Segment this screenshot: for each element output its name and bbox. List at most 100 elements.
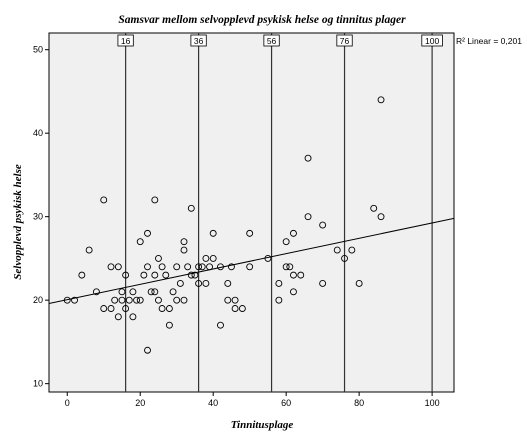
data-point [151, 271, 159, 279]
data-point [122, 271, 130, 279]
data-point [290, 229, 297, 237]
fit-line [48, 217, 455, 304]
data-point [107, 305, 115, 312]
reference-line-label: 16 [121, 36, 131, 46]
data-point [217, 321, 224, 329]
data-point [162, 271, 170, 279]
data-point [63, 296, 71, 304]
data-point [78, 271, 86, 279]
data-point [158, 305, 166, 312]
x-tick-label: 60 [281, 398, 291, 408]
data-point [129, 288, 137, 296]
plot-area [48, 32, 455, 393]
data-point [202, 254, 210, 262]
data-point [100, 305, 108, 312]
data-point [136, 296, 144, 304]
data-point [165, 305, 173, 312]
data-point [209, 229, 217, 237]
data-point [238, 305, 246, 312]
reference-line-box [421, 34, 443, 47]
data-point [224, 280, 232, 287]
data-point [304, 154, 312, 162]
data-point [144, 229, 151, 237]
data-point [173, 296, 181, 304]
data-point [173, 263, 181, 271]
reference-line-box [190, 34, 207, 47]
data-point [114, 313, 122, 321]
data-point [118, 296, 126, 304]
data-point [202, 280, 210, 287]
data-point [165, 321, 173, 329]
data-point [304, 213, 312, 221]
data-point [231, 305, 239, 312]
data-point [286, 263, 294, 271]
data-point [377, 96, 385, 104]
data-point [147, 288, 155, 296]
data-point [297, 271, 305, 279]
y-axis: 10 20 30 40 50 [33, 45, 49, 389]
reference-line-box [263, 34, 280, 47]
reference-line-label: 76 [340, 36, 350, 46]
data-point [114, 263, 122, 271]
data-point [264, 254, 272, 262]
data-point [224, 296, 232, 304]
data-point [176, 280, 184, 287]
data-point [158, 263, 166, 271]
x-tick-label: 100 [425, 398, 440, 408]
data-point [144, 346, 151, 354]
reference-line-label: 100 [425, 36, 439, 46]
data-point [333, 246, 341, 254]
data-point [125, 296, 133, 304]
data-point [275, 296, 283, 304]
data-point [187, 204, 195, 212]
chart-title: Samsvar mellom selvopplevd psykisk helse… [118, 14, 406, 26]
data-point [71, 296, 78, 304]
data-point [217, 263, 224, 271]
data-point [319, 280, 327, 287]
data-point [85, 246, 93, 254]
x-tick-label: 0 [65, 398, 70, 408]
reference-line-label: 36 [194, 36, 204, 46]
data-point [319, 221, 327, 229]
y-tick-label: 20 [33, 295, 43, 305]
x-tick-label: 20 [135, 398, 145, 408]
data-point [209, 254, 217, 262]
data-point [151, 196, 159, 204]
y-tick-label: 10 [33, 379, 43, 389]
data-point [133, 296, 141, 304]
r2-linear-label: R² Linear = 0,201 [456, 36, 522, 46]
data-point [184, 263, 192, 271]
data-point [180, 296, 188, 304]
data-point [169, 288, 177, 296]
data-point [206, 263, 213, 271]
data-point [180, 246, 188, 254]
data-point [100, 196, 108, 204]
data-point [155, 296, 162, 304]
data-point [187, 271, 195, 279]
data-point [198, 263, 206, 271]
data-point [246, 229, 254, 237]
data-points [63, 96, 385, 354]
data-point [122, 305, 130, 312]
data-point [111, 296, 119, 304]
data-point [107, 263, 115, 271]
data-point [290, 288, 297, 296]
y-tick-label: 30 [33, 212, 43, 222]
data-point [191, 271, 199, 279]
data-point [275, 280, 283, 287]
data-point [377, 213, 385, 221]
data-point [227, 263, 235, 271]
data-point [129, 313, 137, 321]
reference-line-box [336, 34, 353, 47]
data-point [118, 288, 126, 296]
reference-lines: 16 36 56 76 100 [117, 33, 443, 392]
data-point [231, 296, 239, 304]
reference-line-label: 56 [267, 36, 277, 46]
x-axis-label: Tinnitusplage [231, 419, 294, 431]
data-point [155, 254, 162, 262]
data-point [370, 204, 378, 212]
data-point [355, 280, 363, 287]
x-tick-label: 40 [208, 398, 218, 408]
data-point [348, 246, 356, 254]
